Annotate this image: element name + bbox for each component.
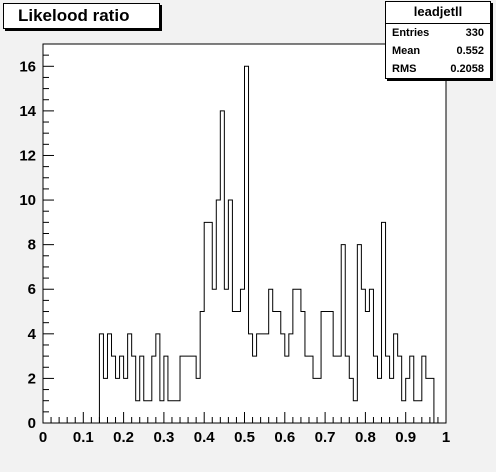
- y-tick-label: 4: [28, 326, 37, 343]
- y-tick-label: 6: [28, 281, 36, 298]
- x-tick-label: 0.9: [395, 429, 416, 446]
- x-tick-labels: 0 0.1 0.2 0.3 0.4 0.5 0.6 0.7 0.8 0.9 1: [39, 429, 450, 446]
- x-tick-label: 0.1: [73, 429, 94, 446]
- x-tick-label: 0.6: [274, 429, 295, 446]
- y-tick-label: 2: [28, 370, 36, 387]
- x-tick-label: 0.7: [315, 429, 336, 446]
- y-tick-label: 14: [19, 103, 36, 120]
- x-tick-label: 0.4: [194, 429, 216, 446]
- stats-box: leadjetll Entries 330 Mean 0.552 RMS 0.2…: [385, 1, 491, 79]
- histogram-line: [43, 65, 446, 424]
- y-tick-label: 8: [28, 237, 36, 254]
- stats-label: RMS: [392, 63, 417, 75]
- stats-row-mean: Mean 0.552: [386, 42, 490, 60]
- x-tick-label: 0.2: [113, 429, 134, 446]
- x-tick-label: 1: [442, 429, 450, 446]
- x-tick-label: 0: [39, 429, 47, 446]
- stats-row-rms: RMS 0.2058: [386, 60, 490, 78]
- y-tick-labels: 0 2 4 6 8 10 12 14 16: [19, 58, 36, 432]
- stats-row-entries: Entries 330: [386, 24, 490, 42]
- y-tick-label: 12: [19, 147, 36, 164]
- stats-value: 330: [465, 27, 484, 39]
- y-tick-label: 0: [28, 415, 36, 432]
- axis-ticks: [42, 43, 447, 424]
- stats-value: 0.552: [456, 45, 484, 57]
- y-tick-label: 16: [19, 58, 36, 75]
- y-tick-label: 10: [19, 192, 36, 209]
- stats-value: 0.2058: [450, 63, 484, 75]
- x-tick-label: 0.8: [355, 429, 376, 446]
- x-tick-label: 0.3: [153, 429, 174, 446]
- chart-title: Likelood ratio: [3, 3, 160, 29]
- stats-label: Mean: [392, 45, 421, 57]
- x-tick-label: 0.5: [234, 429, 255, 446]
- stats-name: leadjetll: [386, 2, 490, 24]
- stats-label: Entries: [392, 27, 430, 39]
